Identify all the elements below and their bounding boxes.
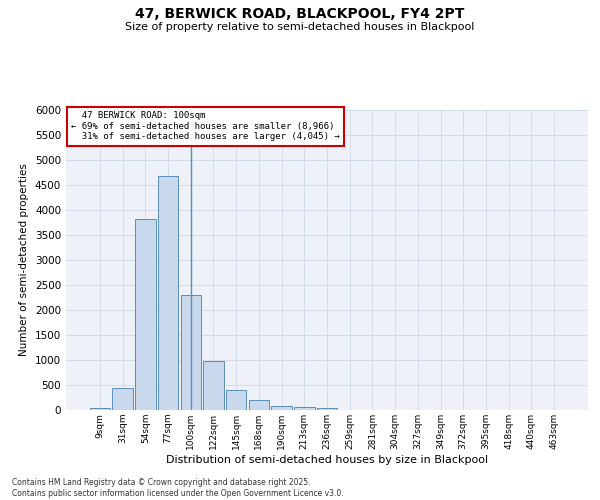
Bar: [294, 407, 314, 410]
Bar: [203, 361, 224, 410]
Bar: [112, 388, 133, 410]
Bar: [90, 408, 110, 410]
Bar: [248, 400, 269, 410]
Bar: [317, 408, 337, 410]
Bar: [158, 176, 178, 410]
Text: Contains HM Land Registry data © Crown copyright and database right 2025.
Contai: Contains HM Land Registry data © Crown c…: [12, 478, 344, 498]
X-axis label: Distribution of semi-detached houses by size in Blackpool: Distribution of semi-detached houses by …: [166, 454, 488, 464]
Text: 47, BERWICK ROAD, BLACKPOOL, FY4 2PT: 47, BERWICK ROAD, BLACKPOOL, FY4 2PT: [136, 8, 464, 22]
Text: 47 BERWICK ROAD: 100sqm
← 69% of semi-detached houses are smaller (8,966)
  31% : 47 BERWICK ROAD: 100sqm ← 69% of semi-de…: [71, 112, 340, 142]
Bar: [135, 219, 155, 410]
Bar: [181, 295, 201, 410]
Text: Size of property relative to semi-detached houses in Blackpool: Size of property relative to semi-detach…: [125, 22, 475, 32]
Bar: [226, 390, 247, 410]
Bar: [271, 406, 292, 410]
Y-axis label: Number of semi-detached properties: Number of semi-detached properties: [19, 164, 29, 356]
